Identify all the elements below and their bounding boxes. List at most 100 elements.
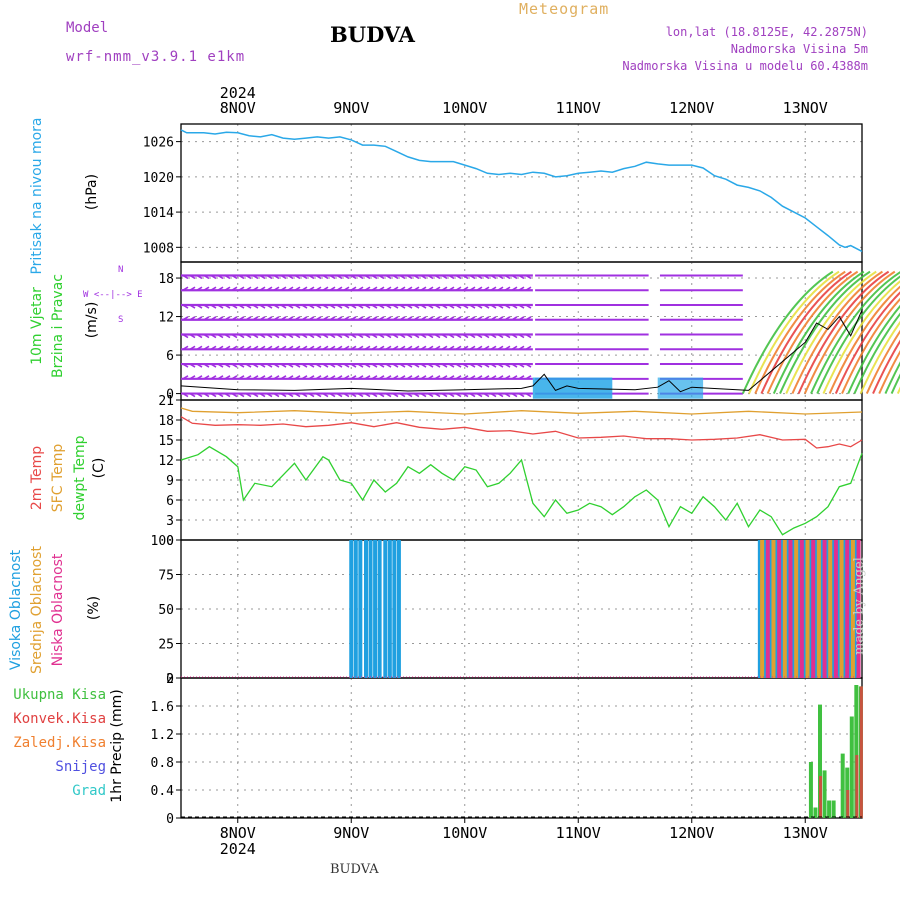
- y-tick-label: 0.4: [151, 784, 175, 799]
- series-temp-2m: [180, 416, 863, 449]
- y-tick-label: 1008: [143, 241, 174, 256]
- date-label-top: 13NOV: [783, 99, 828, 117]
- bar-low-cloud: [845, 540, 850, 678]
- bar-low-cloud: [765, 540, 770, 678]
- series-dewpoint: [180, 445, 863, 536]
- bar-mid-cloud: [760, 540, 765, 678]
- bar-low-cloud: [822, 540, 827, 678]
- ylabel-pressure: Pritisak na nivou mora: [29, 117, 45, 274]
- y-tick-label: 18: [158, 272, 174, 287]
- bar-low-cloud: [811, 540, 816, 678]
- wind-barb-cluster: [657, 377, 704, 399]
- bar-mid-cloud: [839, 540, 844, 678]
- bar-total-precip: [840, 753, 845, 818]
- wind-barb-strong: [822, 280, 900, 394]
- date-label-bottom: 10NOV: [442, 824, 487, 842]
- bar-conv-precip: [819, 776, 823, 818]
- date-label-bottom: 13NOV: [783, 824, 828, 842]
- bar-high-cloud: [392, 540, 397, 678]
- wind-barb-strong: [853, 312, 900, 394]
- y-tick-label: 1020: [143, 171, 174, 186]
- model-name: wrf-nmm_v3.9.1 e1km: [66, 49, 246, 65]
- bar-low-cloud: [833, 540, 838, 678]
- y-tick-label: 100: [151, 534, 174, 549]
- legend-total-precip: Ukupna Kisa: [13, 687, 106, 703]
- bar-total-precip: [808, 762, 813, 818]
- bar-high-cloud: [842, 540, 847, 678]
- wind-barb-strong: [785, 270, 877, 394]
- bar-total-precip: [854, 685, 859, 818]
- y-tick-label: 1026: [143, 136, 174, 151]
- y-tick-label: 1.6: [151, 700, 174, 715]
- bar-total-precip: [831, 800, 836, 818]
- ylabel-mid-cloud: Srednja Oblacnost: [29, 546, 45, 674]
- wind-barb-flags: [182, 286, 532, 291]
- bar-high-cloud: [797, 540, 802, 678]
- wind-barb-strong: [760, 270, 852, 394]
- bar-conv-precip: [846, 790, 850, 818]
- ylabel-sfc-temp: SFC Temp: [50, 444, 66, 513]
- y-tick-label: 15: [158, 434, 174, 449]
- wind-compass-south: S: [118, 315, 123, 325]
- bar-low-cloud: [856, 540, 861, 678]
- wind-barb-flags: [182, 363, 532, 368]
- bar-high-cloud: [837, 540, 842, 678]
- y-tick-label: 75: [158, 569, 174, 584]
- wind-compass-north: N: [118, 265, 123, 275]
- date-label-bottom: 8NOV: [220, 824, 256, 842]
- ylabel-low-cloud: Niska Oblacnost: [50, 553, 66, 666]
- wind-barb-flags: [182, 333, 532, 339]
- date-label-top: 9NOV: [333, 99, 369, 117]
- legend-graupel: Grad: [72, 783, 106, 799]
- y-tick-label: 0: [166, 672, 174, 687]
- bar-high-cloud: [373, 540, 378, 678]
- bar-low-cloud: [799, 540, 804, 678]
- info-elevation: Nadmorska Visina 5m: [730, 42, 868, 56]
- bar-high-cloud: [808, 540, 813, 678]
- bar-high-cloud: [364, 540, 369, 678]
- wind-barb-strong: [865, 329, 900, 394]
- bar-high-cloud: [803, 540, 808, 678]
- wind-barb-strong: [834, 291, 900, 394]
- ylabel-high-cloud: Visoka Oblacnost: [8, 549, 24, 670]
- bar-high-cloud: [383, 540, 388, 678]
- wind-barb-flags: [182, 392, 532, 398]
- bar-high-cloud: [820, 540, 825, 678]
- y-tick-label: 12: [158, 311, 174, 326]
- year-label-top: 2024: [220, 84, 256, 102]
- wind-barb-strong: [816, 275, 900, 394]
- bar-low-cloud: [777, 540, 782, 678]
- wind-barb-strong: [791, 270, 883, 394]
- wind-barb-strong: [872, 339, 900, 394]
- y-tick-label: 0: [166, 812, 174, 827]
- bar-mid-cloud: [805, 540, 810, 678]
- bar-total-precip: [813, 807, 818, 818]
- date-label-top: 11NOV: [556, 99, 601, 117]
- bar-high-cloud: [368, 540, 373, 678]
- y-tick-label: 6: [166, 494, 174, 509]
- ylabel-dewpoint: dewpt Temp: [72, 435, 88, 520]
- bar-total-precip: [849, 716, 854, 818]
- bar-high-cloud: [774, 540, 779, 678]
- bar-high-cloud: [814, 540, 819, 678]
- bar-total-precip: [822, 770, 827, 818]
- y-tick-label: 1.2: [151, 728, 174, 743]
- date-label-bottom: 12NOV: [669, 824, 714, 842]
- ylabel-pressure-unit: (hPa): [84, 174, 100, 210]
- bar-high-cloud: [848, 540, 853, 678]
- ylabel-cloud-unit: (%): [86, 596, 102, 620]
- credit-watermark: made by Angel: [852, 557, 867, 655]
- year-label-bottom: 2024: [220, 840, 256, 858]
- wind-barb-strong: [884, 361, 900, 394]
- bar-high-cloud: [377, 540, 382, 678]
- y-tick-label: 21: [158, 394, 174, 409]
- wind-barb-strong: [766, 270, 859, 394]
- model-label: Model: [66, 20, 109, 36]
- bar-high-cloud: [854, 540, 859, 678]
- wind-barb-strong: [741, 270, 834, 394]
- wind-barb-flags: [182, 274, 532, 280]
- bar-mid-cloud: [850, 540, 855, 678]
- bar-high-cloud: [780, 540, 785, 678]
- bar-high-cloud: [757, 540, 762, 678]
